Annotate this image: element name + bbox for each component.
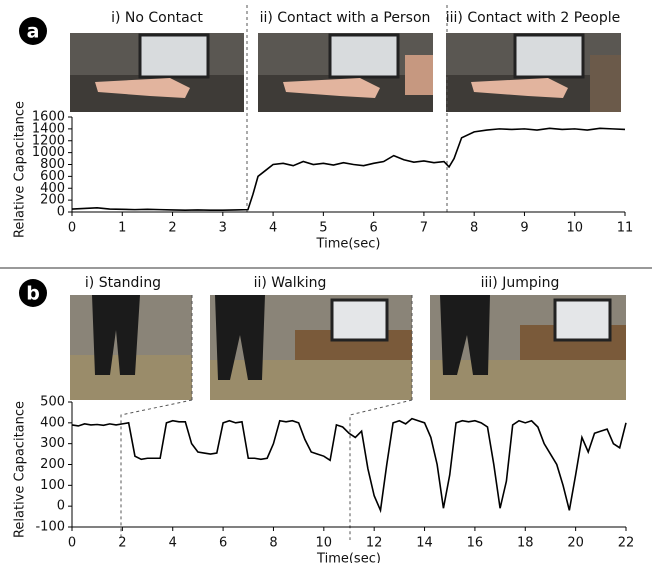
- panel-badge: [19, 279, 47, 307]
- photo: [430, 295, 626, 400]
- photo-caption: ii) Walking: [254, 275, 327, 291]
- divider: [120, 399, 193, 540]
- x-tick-label: 22: [618, 536, 635, 551]
- y-tick-label: 1600: [32, 110, 65, 125]
- panel-label: b: [26, 283, 40, 305]
- x-tick-label: 7: [420, 221, 428, 236]
- y-axis-label: Relative Capacitance: [13, 101, 28, 238]
- x-tick-label: 2: [168, 221, 176, 236]
- y-tick-label: 200: [40, 193, 65, 208]
- photo-caption: iii) Jumping: [481, 275, 560, 291]
- y-tick-label: 300: [40, 436, 65, 451]
- x-tick-label: 4: [169, 536, 177, 551]
- photo: [210, 295, 412, 400]
- photo-caption: ii) Contact with a Person: [260, 10, 431, 26]
- y-tick-label: 0: [57, 499, 65, 514]
- y-tick-label: 500: [40, 395, 65, 410]
- photo-caption: iii) Contact with 2 People: [446, 10, 621, 26]
- y-tick-label: -100: [35, 520, 65, 535]
- photo: [70, 295, 192, 400]
- y-tick-label: 600: [40, 169, 65, 184]
- x-tick-label: 6: [219, 536, 227, 551]
- panel-label: a: [27, 21, 40, 43]
- x-tick-label: 18: [517, 536, 534, 551]
- x-tick-label: 2: [118, 536, 126, 551]
- x-tick-label: 11: [617, 221, 634, 236]
- x-axis-label: Time(sec): [316, 552, 381, 563]
- y-tick-label: 0: [57, 205, 65, 220]
- photo: [446, 33, 621, 112]
- y-tick-label: 100: [40, 478, 65, 493]
- y-tick-label: 200: [40, 457, 65, 472]
- x-tick-label: 6: [369, 221, 377, 236]
- x-tick-label: 12: [366, 536, 383, 551]
- x-tick-label: 0: [68, 536, 76, 551]
- data-line: [71, 417, 627, 514]
- x-tick-label: 8: [470, 221, 478, 236]
- y-tick-label: 800: [40, 157, 65, 172]
- y-axis-label: Relative Capacitance: [13, 401, 28, 538]
- x-tick-label: 9: [520, 221, 528, 236]
- photo: [258, 33, 433, 112]
- x-axis-label: Time(sec): [316, 237, 381, 252]
- x-tick-label: 10: [316, 536, 333, 551]
- x-tick-label: 5: [319, 221, 327, 236]
- y-tick-label: 1400: [32, 121, 65, 136]
- x-tick-label: 14: [416, 536, 433, 551]
- y-tick-label: 400: [40, 415, 65, 430]
- x-tick-label: 8: [269, 536, 277, 551]
- x-tick-label: 3: [219, 221, 227, 236]
- y-tick-label: 400: [40, 181, 65, 196]
- x-tick-label: 4: [269, 221, 277, 236]
- divider: [349, 399, 413, 540]
- x-tick-label: 16: [467, 536, 484, 551]
- photo: [70, 33, 244, 112]
- x-tick-label: 0: [68, 221, 76, 236]
- photo-caption: i) No Contact: [111, 10, 203, 26]
- x-tick-label: 10: [566, 221, 583, 236]
- y-tick-label: 1000: [32, 145, 65, 160]
- panel-badge: [19, 17, 47, 45]
- x-tick-label: 1: [118, 221, 126, 236]
- y-tick-label: 1200: [32, 133, 65, 148]
- data-line: [71, 127, 626, 212]
- photo-caption: i) Standing: [85, 275, 161, 291]
- x-tick-label: 20: [567, 536, 584, 551]
